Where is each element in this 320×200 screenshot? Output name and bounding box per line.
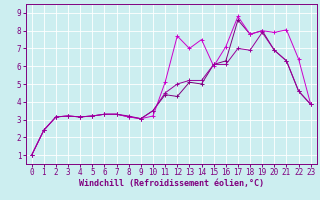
X-axis label: Windchill (Refroidissement éolien,°C): Windchill (Refroidissement éolien,°C) [79,179,264,188]
